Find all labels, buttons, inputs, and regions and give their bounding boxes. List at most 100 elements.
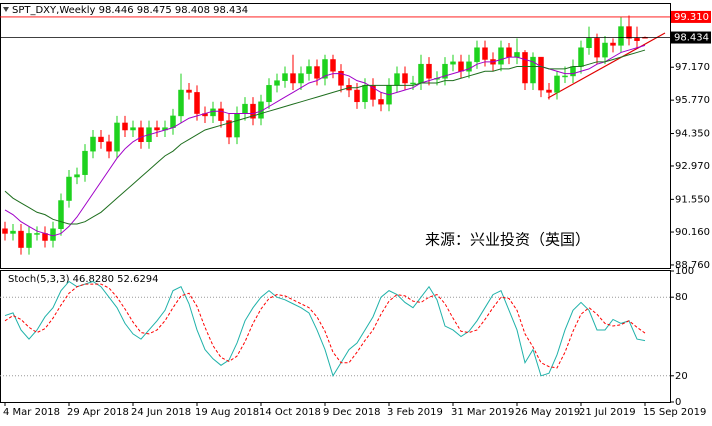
watermark: 来源：兴业投资（英国） [425,231,590,249]
candle-body [282,73,288,81]
candle-body [426,63,432,79]
y-tick-label: 80 [675,292,688,303]
candle-body [82,150,88,175]
candle-body [26,233,32,248]
x-tick-label: 9 Dec 2018 [323,407,381,418]
candle-body [18,230,24,248]
candle-body [10,230,16,234]
x-tick-label: 24 Jun 2018 [131,407,191,418]
chart-title: SPT_DXY,Weekly 98.446 98.475 98.408 98.4… [12,5,248,16]
moving-average [4,49,646,225]
candle-body [554,75,560,93]
candle-body [314,66,320,79]
candle-body [50,228,56,241]
y-tick-label: 94.350 [675,129,710,140]
price-label: 99.310 [674,12,709,23]
candle-body [450,61,456,65]
x-tick-label: 19 Aug 2018 [195,407,259,418]
candle-body [138,127,144,143]
candle-body [330,59,336,72]
x-tick-label: 21 Jul 2019 [579,407,636,418]
candle-body [482,47,488,60]
x-tick-label: 3 Feb 2019 [387,407,443,418]
candle-body [498,47,504,65]
stoch-line [4,280,646,378]
candle-body [74,174,80,178]
main-frame [0,3,671,269]
candle-body [194,92,200,114]
candle-body [458,61,464,72]
candle-body [114,122,120,152]
candle-body [586,38,592,48]
y-tick-label: 95.770 [675,95,710,106]
candle-body [466,61,472,72]
candle-body [218,108,224,121]
candle-body [602,42,608,58]
moving-average [4,44,646,237]
candle-body [274,80,280,86]
y-tick-label: 100 [675,266,694,277]
candle-body [306,66,312,74]
stoch-line [4,283,646,369]
candle-body [442,63,448,79]
price-label-box [671,31,711,44]
x-tick-label: 29 Apr 2018 [67,407,129,418]
y-tick-label: 88.760 [675,260,710,271]
candle-body [522,52,528,84]
candle-body [418,63,424,84]
price-label-box [671,10,711,23]
candle-body [266,85,272,103]
candle-body [34,233,40,235]
candle-body [2,228,8,234]
x-tick-label: 4 Mar 2018 [3,407,60,418]
x-tick-label: 31 Mar 2019 [451,407,514,418]
candle-body [538,56,544,91]
candle-body [322,59,328,79]
candle-body [514,52,520,58]
title-icon [3,7,9,12]
candle-body [234,113,240,138]
candle-body [362,85,368,103]
candle-body [226,120,232,138]
stoch-title: Stoch(5,3,3) 46.8280 52.6294 [8,274,159,285]
y-tick-label: 92.970 [675,161,710,172]
candle-body [170,115,176,128]
y-tick-label: 20 [675,371,688,382]
x-tick-label: 15 Sep 2019 [643,407,706,418]
candle-body [298,73,304,84]
candle-body [594,38,600,58]
candle-body [634,38,640,41]
candle-body [178,89,184,117]
candle-body [562,75,568,78]
candle-body [42,233,48,241]
y-tick-label: 97.170 [675,62,710,73]
candle-body [290,73,296,84]
candle-body [90,136,96,152]
candle-body [402,73,408,84]
price-label: 98.434 [674,33,709,44]
candle-body [242,103,248,114]
candle-body [122,122,128,131]
candle-body [106,141,112,152]
candle-body [474,47,480,63]
y-tick-label: 91.550 [675,194,710,205]
candle-body [154,127,160,131]
x-tick-label: 26 May 2019 [515,407,580,418]
y-tick-label: 90.160 [675,227,710,238]
x-tick-label: 14 Oct 2018 [259,407,321,418]
candle-body [130,127,136,131]
candle-body [98,136,104,143]
candle-body [66,176,72,201]
candle-body [250,103,256,119]
candle-body [186,89,192,93]
trend-line [547,32,666,99]
candle-body [506,47,512,58]
candle-body [618,26,624,46]
candle-body [58,200,64,229]
candle-body [626,26,632,39]
candle-body [410,82,416,85]
candle-body [546,89,552,93]
stoch-frame [0,270,671,403]
